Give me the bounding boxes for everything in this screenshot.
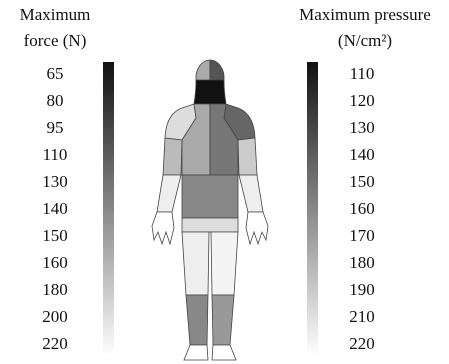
left-thigh: [182, 232, 209, 295]
force-gradient-bar: [103, 62, 114, 356]
scale-value: 160: [42, 253, 68, 272]
hips: [182, 218, 238, 232]
body-map: Maximum force (N) 65 80 95 110 130 140 150 160 180…: [0, 0, 449, 364]
left-foot: [184, 345, 208, 360]
scale-value: 200: [42, 307, 68, 326]
abdomen: [182, 175, 238, 218]
scale-value: 150: [42, 226, 68, 245]
scale-value: 65: [47, 64, 64, 83]
scale-value: 130: [349, 118, 375, 137]
scale-title: Maximum: [20, 5, 91, 24]
left-hand: [152, 212, 174, 244]
scale-value: 95: [47, 118, 64, 137]
scale-value: 80: [47, 91, 64, 110]
scale-value: 220: [42, 334, 68, 353]
scale-value: 140: [42, 199, 68, 218]
scale-value: 160: [349, 199, 375, 218]
scale-title: Maximum pressure: [299, 5, 431, 24]
right-thigh: [211, 232, 238, 295]
scale-value: 180: [42, 280, 68, 299]
scale-value: 110: [350, 64, 375, 83]
scale-value: 150: [349, 172, 375, 191]
scale-value: 110: [43, 145, 68, 164]
scale-value: 190: [349, 280, 375, 299]
face-neck: [194, 80, 226, 104]
scale-value: 220: [349, 334, 375, 353]
right-hand: [246, 212, 268, 244]
right-lower-leg: [212, 295, 234, 345]
scale-value: 210: [349, 307, 375, 326]
scale-value: 120: [349, 91, 375, 110]
scale-value: 180: [349, 253, 375, 272]
scale-value: 170: [349, 226, 375, 245]
right-forearm: [239, 175, 263, 212]
right-foot: [212, 345, 236, 360]
scale-value: 130: [42, 172, 68, 191]
left-lower-leg: [186, 295, 208, 345]
scale-title: (N/cm²): [338, 31, 392, 50]
left-upper-arm: [163, 138, 182, 175]
scale-title: force (N): [24, 31, 87, 50]
right-upper-arm: [238, 138, 257, 175]
human-figure: [152, 60, 268, 360]
scale-value: 140: [349, 145, 375, 164]
left-forearm: [157, 175, 181, 212]
pressure-gradient-bar: [307, 62, 318, 356]
